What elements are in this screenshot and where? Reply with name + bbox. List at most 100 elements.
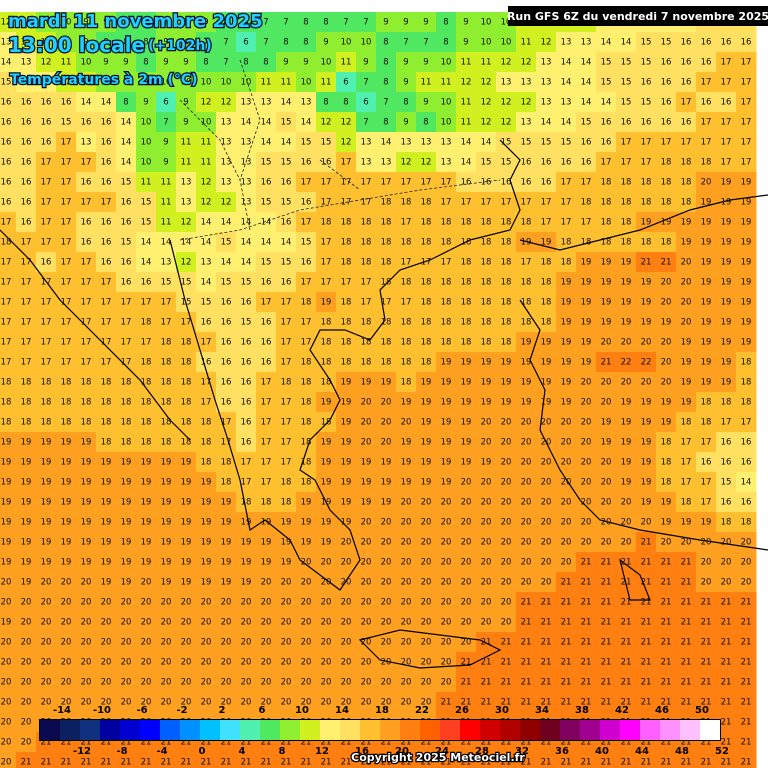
grid-cell [116, 212, 137, 233]
grid-value: 14 [121, 138, 132, 148]
grid-cell [556, 132, 577, 153]
grid-value: 20 [221, 658, 232, 668]
grid-value: 18 [81, 378, 92, 388]
grid-cell [116, 72, 137, 93]
grid-cell [656, 72, 677, 93]
grid-cell [216, 212, 237, 233]
grid-cell [96, 12, 117, 33]
grid-value: 19 [741, 338, 752, 348]
grid-value: 15 [221, 238, 232, 248]
grid-value: 19 [741, 298, 752, 308]
grid-value: 10 [81, 58, 92, 68]
grid-value: 21 [721, 758, 732, 768]
grid-value: 21 [501, 658, 512, 668]
grid-value: 19 [181, 578, 192, 588]
legend-label: 30 [495, 705, 509, 716]
grid-cell [176, 172, 197, 193]
grid-value: 21 [601, 758, 612, 768]
grid-value: 21 [721, 638, 732, 648]
grid-value: 13 [521, 78, 532, 88]
grid-value: 20 [301, 578, 312, 588]
grid-value: 16 [101, 238, 112, 248]
grid-value: 18 [521, 278, 532, 288]
grid-value: 17 [701, 78, 712, 88]
grid-value: 10 [501, 38, 512, 48]
grid-value: 19 [601, 418, 612, 428]
grid-value: 10 [201, 78, 212, 88]
grid-cell [0, 92, 17, 113]
grid-value: 19 [621, 398, 632, 408]
grid-cell [216, 32, 237, 53]
grid-value: 19 [161, 538, 172, 548]
grid-value: 14 [281, 238, 292, 248]
grid-cell [336, 112, 357, 133]
grid-value: 15 [621, 78, 632, 88]
grid-cell [136, 112, 157, 133]
grid-value: 18 [301, 398, 312, 408]
grid-cell [36, 72, 57, 93]
grid-value: 16 [101, 158, 112, 168]
grid-value: 18 [401, 318, 412, 328]
grid-value: 21 [701, 758, 712, 768]
grid-value: 19 [741, 278, 752, 288]
grid-value: 15 [521, 138, 532, 148]
grid-value: 12 [401, 158, 412, 168]
grid-value: 21 [541, 658, 552, 668]
grid-value: 9 [423, 58, 428, 68]
grid-cell [476, 152, 497, 173]
grid-value: 20 [581, 538, 592, 548]
grid-value: 17 [561, 218, 572, 228]
grid-cell [416, 152, 437, 173]
grid-value: 20 [661, 278, 672, 288]
grid-value: 21 [621, 678, 632, 688]
grid-value: 21 [561, 638, 572, 648]
grid-value: 20 [601, 478, 612, 488]
grid-value: 20 [241, 598, 252, 608]
grid-value: 12 [521, 58, 532, 68]
grid-value: 17 [281, 418, 292, 428]
grid-value: 17 [41, 238, 52, 248]
grid-value: 18 [61, 418, 72, 428]
grid-value: 18 [481, 318, 492, 328]
grid-value: 21 [641, 538, 652, 548]
grid-cell [0, 12, 17, 33]
grid-value: 21 [741, 698, 752, 708]
grid-value: 19 [441, 438, 452, 448]
grid-value: 16 [601, 138, 612, 148]
grid-value: 16 [41, 98, 52, 108]
grid-cell [636, 212, 657, 233]
grid-value: 19 [361, 498, 372, 508]
grid-value: 20 [481, 558, 492, 568]
grid-value: 20 [481, 418, 492, 428]
grid-cell [636, 192, 657, 213]
grid-value: 17 [281, 338, 292, 348]
legend-label: 44 [635, 746, 649, 757]
grid-value: 21 [101, 758, 112, 768]
grid-value: 17 [1, 298, 12, 308]
grid-value: 17 [81, 298, 92, 308]
grid-value: 21 [321, 758, 332, 768]
grid-value: 20 [681, 538, 692, 548]
grid-value: 16 [701, 98, 712, 108]
grid-value: 20 [661, 538, 672, 548]
grid-value: 18 [501, 258, 512, 268]
grid-cell [596, 112, 617, 133]
grid-value: 17 [501, 198, 512, 208]
grid-cell [716, 32, 737, 53]
legend-swatch [360, 720, 380, 740]
grid-value: 18 [661, 238, 672, 248]
grid-value: 19 [721, 338, 732, 348]
grid-value: 18 [141, 358, 152, 368]
grid-value: 21 [141, 758, 152, 768]
grid-cell [196, 212, 217, 233]
grid-cell [36, 212, 57, 233]
grid-value: 20 [361, 678, 372, 688]
grid-value: 19 [21, 478, 32, 488]
grid-value: 17 [521, 258, 532, 268]
grid-cell [0, 72, 17, 93]
grid-value: 21 [741, 678, 752, 688]
grid-cell [36, 232, 57, 253]
grid-value: 11 [161, 198, 172, 208]
grid-cell [676, 192, 697, 213]
grid-value: 19 [101, 458, 112, 468]
